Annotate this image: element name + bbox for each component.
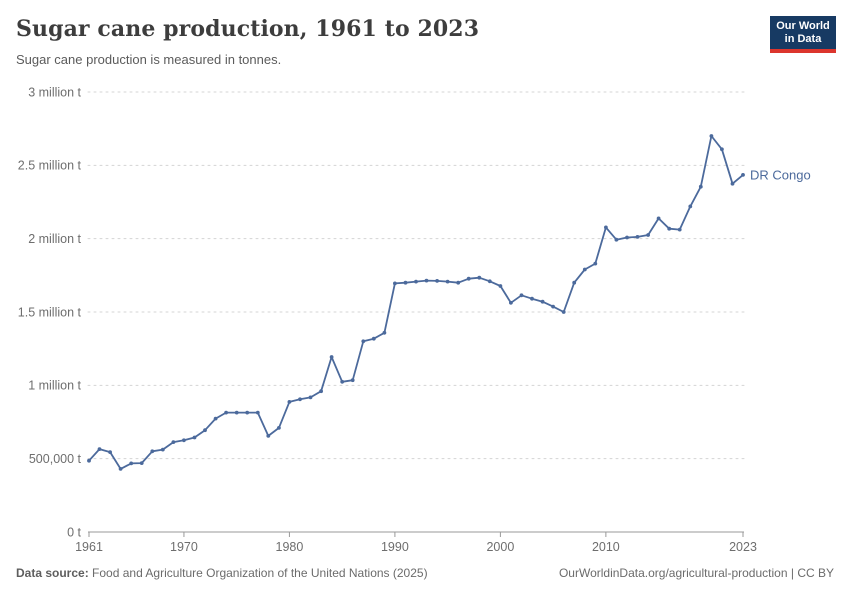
data-point[interactable] bbox=[382, 330, 387, 335]
owid-logo[interactable]: Our World in Data bbox=[770, 16, 836, 53]
data-point[interactable] bbox=[277, 426, 281, 430]
y-axis-label: 2.5 million t bbox=[18, 159, 82, 173]
data-point[interactable] bbox=[393, 281, 397, 286]
data-point[interactable] bbox=[245, 410, 250, 415]
x-axis-label: 2010 bbox=[592, 540, 620, 554]
data-point[interactable] bbox=[150, 449, 155, 454]
data-point[interactable] bbox=[182, 438, 186, 443]
data-point[interactable] bbox=[298, 397, 302, 402]
y-axis-label: 500,000 t bbox=[29, 452, 82, 466]
data-point[interactable] bbox=[593, 261, 598, 266]
data-point[interactable] bbox=[213, 416, 218, 421]
y-axis-label: 3 million t bbox=[28, 85, 81, 99]
data-point[interactable] bbox=[498, 284, 503, 288]
data-point[interactable] bbox=[487, 279, 492, 284]
footer-right: OurWorldinData.org/agricultural-producti… bbox=[559, 566, 834, 580]
data-point[interactable] bbox=[625, 235, 629, 240]
data-point[interactable] bbox=[582, 267, 587, 272]
x-axis-label: 1970 bbox=[170, 540, 198, 554]
data-point[interactable] bbox=[139, 461, 144, 465]
data-point[interactable] bbox=[667, 226, 672, 231]
y-axis-label: 1.5 million t bbox=[18, 305, 82, 319]
datasource-label: Data source: bbox=[16, 566, 89, 580]
data-point[interactable] bbox=[424, 278, 429, 283]
data-point[interactable] bbox=[688, 204, 693, 209]
data-point[interactable] bbox=[160, 447, 165, 452]
data-point[interactable] bbox=[266, 434, 271, 438]
footer-link[interactable]: OurWorldinData.org/agricultural-producti… bbox=[558, 566, 788, 580]
data-point[interactable] bbox=[87, 458, 91, 463]
data-point[interactable] bbox=[234, 410, 239, 415]
data-point[interactable] bbox=[97, 447, 102, 451]
data-point[interactable] bbox=[477, 275, 482, 280]
data-point[interactable] bbox=[698, 184, 703, 189]
data-point[interactable] bbox=[319, 389, 323, 394]
footer-separator: | bbox=[787, 566, 798, 580]
owid-logo-red-stripe bbox=[770, 49, 836, 53]
x-axis-label: 1990 bbox=[381, 540, 409, 554]
data-point[interactable] bbox=[371, 336, 376, 341]
x-axis-label: 1980 bbox=[276, 540, 304, 554]
data-point[interactable] bbox=[171, 440, 176, 444]
data-point[interactable] bbox=[519, 293, 524, 298]
data-point[interactable] bbox=[614, 237, 619, 242]
page-title: Sugar cane production, 1961 to 2023 bbox=[16, 16, 480, 42]
owid-logo-box: Our World in Data bbox=[770, 16, 836, 49]
data-point[interactable] bbox=[540, 299, 545, 304]
data-point[interactable] bbox=[646, 233, 650, 237]
data-point[interactable] bbox=[414, 279, 418, 284]
x-axis-label: 1961 bbox=[75, 540, 103, 554]
data-point[interactable] bbox=[403, 280, 408, 285]
data-point[interactable] bbox=[720, 147, 724, 152]
data-point[interactable] bbox=[466, 276, 471, 281]
owid-logo-line1: Our World bbox=[776, 19, 830, 32]
chart-canvas: 0 t 500,000 t 1 million t 1.5 million t 2 mi… bbox=[18, 85, 811, 554]
data-point[interactable] bbox=[530, 296, 534, 301]
data-point[interactable] bbox=[456, 280, 461, 285]
datasource: Data source: Food and Agriculture Organi… bbox=[16, 566, 428, 580]
series-end-label[interactable]: DR Congo bbox=[750, 167, 811, 182]
data-point[interactable] bbox=[572, 280, 577, 285]
data-point[interactable] bbox=[656, 216, 661, 221]
data-point[interactable] bbox=[329, 355, 334, 359]
data-point[interactable] bbox=[118, 467, 123, 471]
data-point[interactable] bbox=[350, 378, 355, 383]
data-point[interactable] bbox=[730, 181, 735, 186]
data-point[interactable] bbox=[509, 300, 513, 305]
data-point[interactable] bbox=[677, 227, 682, 232]
datasource-text: Food and Agriculture Organization of the… bbox=[92, 566, 428, 580]
data-point[interactable] bbox=[435, 279, 439, 283]
data-point[interactable] bbox=[129, 461, 134, 466]
data-point[interactable] bbox=[561, 310, 566, 314]
chart-subtitle: Sugar cane production is measured in ton… bbox=[16, 52, 282, 67]
data-point[interactable] bbox=[203, 428, 207, 433]
x-axis-label: 2000 bbox=[486, 540, 514, 554]
y-axis-label: 2 million t bbox=[28, 232, 81, 246]
data-point[interactable] bbox=[108, 450, 112, 454]
data-point[interactable] bbox=[192, 435, 197, 440]
x-axis-label: 2023 bbox=[729, 540, 757, 554]
license-text: CC BY bbox=[797, 566, 834, 580]
data-point[interactable] bbox=[709, 134, 714, 138]
owid-logo-line2: in Data bbox=[784, 32, 822, 45]
series-line[interactable] bbox=[88, 135, 744, 470]
y-axis-label: 1 million t bbox=[28, 379, 81, 393]
data-point[interactable] bbox=[604, 225, 608, 230]
data-point[interactable] bbox=[361, 339, 366, 344]
data-point[interactable] bbox=[255, 410, 260, 415]
data-point[interactable] bbox=[287, 400, 292, 404]
data-point[interactable] bbox=[741, 173, 745, 177]
data-point[interactable] bbox=[340, 379, 345, 384]
y-axis-label: 0 t bbox=[67, 525, 81, 539]
data-point[interactable] bbox=[445, 279, 450, 284]
data-point[interactable] bbox=[551, 304, 555, 309]
data-point[interactable] bbox=[224, 410, 229, 415]
chart-footer: Data source: Food and Agriculture Organi… bbox=[0, 566, 850, 580]
data-point[interactable] bbox=[308, 395, 313, 400]
data-point[interactable] bbox=[635, 235, 640, 239]
